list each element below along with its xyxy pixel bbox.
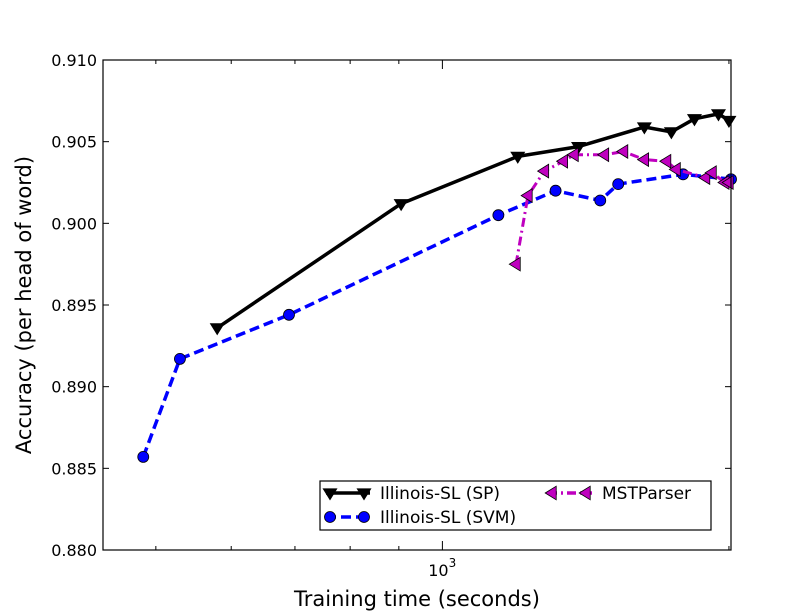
x-tick-label: 10	[428, 561, 448, 580]
y-tick-label: 0.880	[51, 541, 97, 560]
data-point-illinois-sl-svm-5	[594, 194, 607, 207]
legend-marker-illinois-sl-sp-a	[322, 488, 338, 501]
legend-entry-illinois-sl-sp: Illinois-SL (SP)	[322, 484, 500, 504]
series-layer	[137, 109, 737, 463]
data-point-mstparser-0	[508, 256, 521, 272]
legend: Illinois-SL (SP) Illinois-SL (SVM) MSTPars…	[319, 480, 712, 531]
series-illinois-sl-sp	[209, 109, 737, 336]
data-point-illinois-sl-sp-4	[636, 122, 652, 135]
series-mstparser	[508, 143, 734, 272]
data-point-mstparser-1	[520, 188, 533, 204]
legend-entry-mstparser: MSTParser	[544, 484, 691, 504]
data-point-illinois-sl-sp-2	[510, 151, 526, 164]
data-point-illinois-sl-sp-1	[393, 199, 409, 212]
data-point-illinois-sl-svm-4	[549, 184, 562, 197]
data-point-illinois-sl-sp-6	[686, 114, 702, 127]
legend-entry-illinois-sl-svm: Illinois-SL (SVM)	[324, 508, 516, 528]
data-point-mstparser-8	[659, 153, 672, 169]
data-point-mstparser-3	[555, 153, 568, 169]
data-point-illinois-sl-svm-3	[492, 209, 505, 222]
legend-marker-mstparser-b	[578, 485, 591, 501]
legend-label-mstparser: MSTParser	[602, 484, 691, 504]
data-point-mstparser-5	[596, 147, 610, 163]
data-point-mstparser-6	[616, 143, 629, 159]
y-tick-label: 0.895	[51, 296, 97, 315]
y-tick-label: 0.905	[51, 133, 97, 152]
legend-box	[319, 480, 712, 531]
data-point-illinois-sl-sp-7	[710, 109, 726, 122]
y-tick-label: 0.885	[51, 459, 97, 478]
y-tick-label: 0.890	[51, 378, 97, 397]
x-axis-title: Training time (seconds)	[293, 587, 540, 611]
data-point-illinois-sl-svm-2	[283, 308, 295, 321]
legend-marker-illinois-sl-sp-b	[356, 488, 372, 501]
data-point-mstparser-11	[704, 165, 717, 181]
data-point-illinois-sl-sp-0	[209, 323, 225, 336]
series-line-illinois-sl-sp	[216, 112, 730, 330]
series-illinois-sl-svm	[137, 168, 737, 463]
y-tick-label: 0.900	[51, 214, 97, 233]
plot-area-frame	[102, 59, 732, 551]
data-point-illinois-sl-svm-0	[137, 450, 150, 463]
series-line-illinois-sl-svm	[141, 172, 732, 458]
legend-marker-mstparser-a	[544, 485, 557, 501]
data-point-illinois-sl-svm-6	[612, 178, 625, 191]
legend-label-illinois-sl-svm: Illinois-SL (SVM)	[380, 508, 516, 528]
data-point-mstparser-9	[668, 161, 681, 177]
legend-label-illinois-sl-sp: Illinois-SL (SP)	[380, 484, 500, 504]
data-point-mstparser-4	[566, 147, 579, 163]
data-point-mstparser-7	[636, 152, 649, 168]
y-tick-label: 0.910	[51, 51, 97, 70]
ticks-layer: 0.880 0.885 0.890 0.895 0.900 0.905 0.910 10 3	[51, 51, 731, 580]
y-axis-title: Accuracy (per head of word)	[12, 156, 36, 454]
x-tick-exponent: 3	[449, 556, 457, 570]
legend-marker-illinois-sl-svm-b	[358, 511, 370, 523]
data-point-illinois-sl-svm-1	[174, 352, 186, 365]
data-point-illinois-sl-sp-5	[663, 127, 679, 140]
legend-marker-illinois-sl-svm-a	[324, 511, 336, 523]
data-point-illinois-sl-sp-8	[721, 115, 737, 128]
data-point-mstparser-2	[536, 163, 550, 179]
